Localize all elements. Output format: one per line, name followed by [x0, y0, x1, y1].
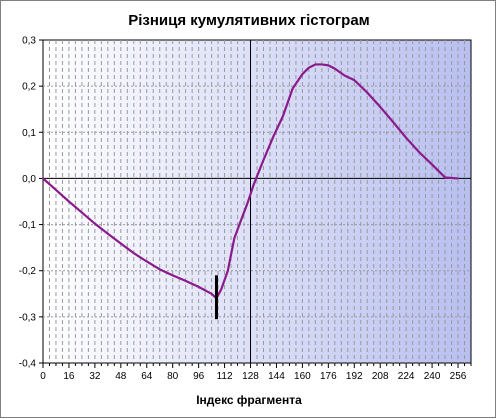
x-tick-label: 48	[115, 371, 127, 382]
x-tick-label: 0	[40, 371, 46, 382]
y-tick-label: -0,3	[19, 312, 37, 323]
y-tick-label: -0,4	[19, 359, 37, 370]
x-tick-label: 112	[217, 371, 233, 382]
x-tick-label: 80	[167, 371, 179, 382]
x-tick-label: 64	[141, 371, 153, 382]
x-tick-label: 144	[268, 371, 285, 382]
y-tick-label: 0,2	[22, 82, 36, 93]
x-tick-label: 176	[320, 371, 337, 382]
series-group	[41, 63, 460, 300]
x-tick-marks	[42, 363, 472, 368]
x-tick-label: 224	[398, 371, 415, 382]
x-tick-label: 160	[294, 371, 311, 382]
x-tick-label: 96	[193, 371, 205, 382]
chart-title: Різниця кумулятивних гістограм	[128, 12, 370, 29]
y-tick-labels: -0,4 -0,3 -0,2 -0,1 0,0 0,1 0,2 0,3	[19, 36, 37, 370]
series-line	[41, 63, 460, 300]
x-tick-label: 16	[63, 371, 75, 382]
x-tick-label: 32	[89, 371, 101, 382]
x-tick-label: 240	[424, 371, 441, 382]
y-tick-marks	[39, 39, 43, 364]
y-tick-label: -0,2	[19, 266, 37, 277]
x-tick-label: 128	[242, 371, 259, 382]
x-tick-labels: 0 16 32 48 64 80 96 112 128 144 160 176 192 208 224 240…	[40, 371, 467, 382]
x-tick-label: 192	[346, 371, 363, 382]
y-tick-label: 0,0	[22, 174, 36, 185]
y-tick-label: 0,3	[22, 36, 36, 47]
x-grid-lines	[48, 40, 466, 363]
y-tick-label: -0,1	[19, 220, 37, 231]
x-tick-label: 208	[372, 371, 389, 382]
x-tick-label: 256	[450, 371, 467, 382]
x-axis-title: Індекс фрагмента	[196, 393, 302, 407]
y-tick-label: 0,1	[22, 128, 36, 139]
